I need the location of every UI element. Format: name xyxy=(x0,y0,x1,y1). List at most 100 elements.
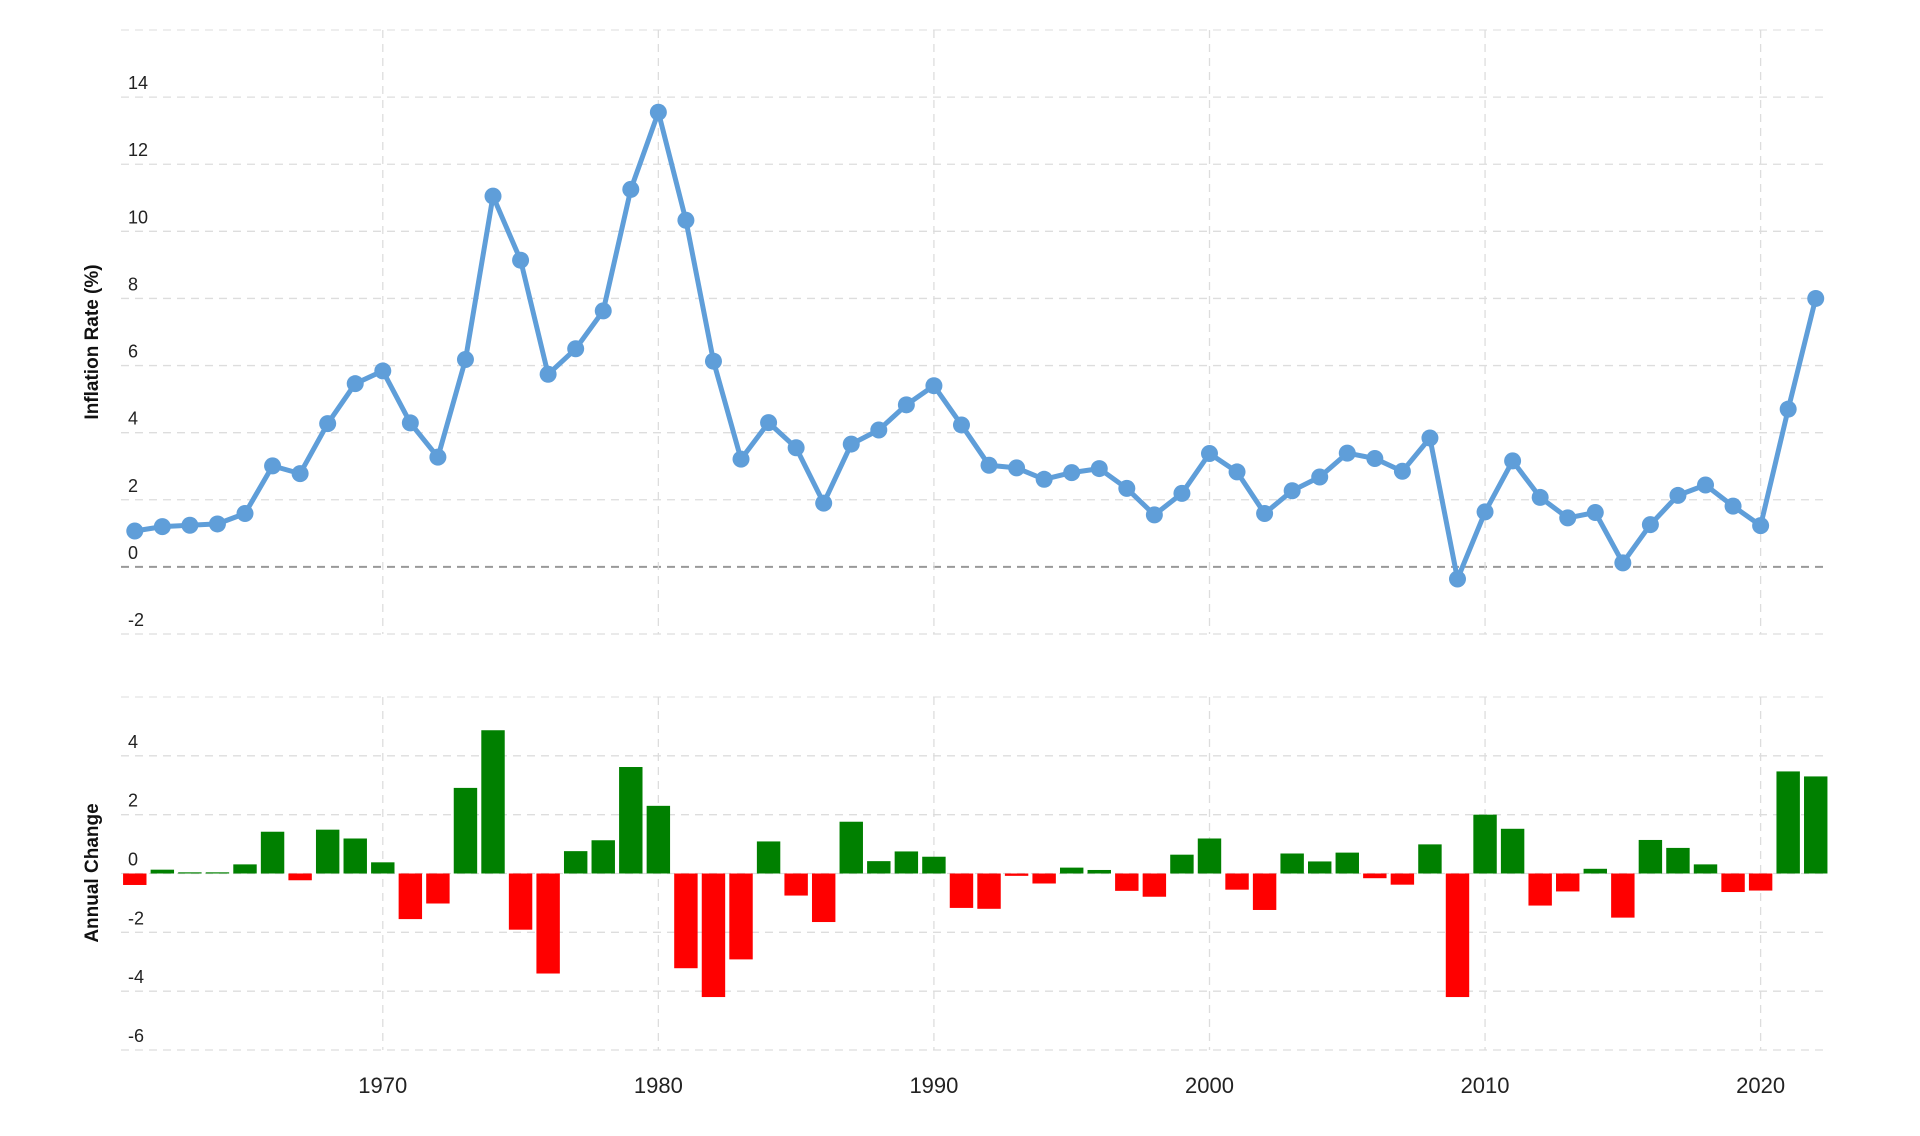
point xyxy=(704,352,722,370)
point xyxy=(870,421,888,439)
point xyxy=(1779,400,1797,418)
point xyxy=(1338,444,1356,462)
point xyxy=(925,377,943,395)
bar xyxy=(1115,873,1139,891)
point xyxy=(429,448,447,466)
point xyxy=(1504,452,1522,470)
point xyxy=(346,375,364,393)
y-tick-label: 4 xyxy=(128,409,138,429)
y-tick-label: 12 xyxy=(128,140,148,160)
bar xyxy=(1500,828,1525,874)
point xyxy=(153,518,171,536)
point xyxy=(181,516,199,534)
bar xyxy=(563,851,588,874)
bar xyxy=(150,869,175,874)
change-panel: Annual Change -6 -4 -2 0 2 4 1970 1980 1990 2000 2… xyxy=(82,696,1828,1098)
point xyxy=(1807,289,1825,307)
x-tick-label: 2000 xyxy=(1185,1073,1234,1098)
y-tick-label: 2 xyxy=(128,791,138,811)
y-tick-label: 0 xyxy=(128,543,138,563)
point xyxy=(1669,486,1687,504)
bar xyxy=(1418,844,1442,874)
point xyxy=(319,415,337,433)
bar xyxy=(1611,873,1635,918)
point xyxy=(1256,505,1274,523)
x-tick-label: 2010 xyxy=(1461,1073,1510,1098)
bar xyxy=(398,873,423,920)
point xyxy=(677,211,695,229)
y-tick-label: 6 xyxy=(128,342,138,362)
bar xyxy=(1142,873,1167,897)
bar xyxy=(646,805,671,874)
bar xyxy=(426,873,450,904)
bar xyxy=(867,861,891,874)
bar xyxy=(343,838,367,874)
x-tick-label: 1970 xyxy=(358,1073,407,1098)
bar xyxy=(1170,854,1194,874)
bar xyxy=(1556,873,1580,892)
bar xyxy=(894,851,919,874)
bar xyxy=(260,831,285,874)
bar xyxy=(591,840,615,874)
point xyxy=(1559,509,1577,527)
inflation-panel: Inflation Rate (%) -2 0 2 4 6 8 10 12 14 xyxy=(82,29,1825,635)
bar xyxy=(1032,873,1056,884)
bar xyxy=(784,873,808,896)
point xyxy=(1228,463,1246,481)
point xyxy=(1311,468,1329,486)
bar xyxy=(1804,776,1828,874)
point xyxy=(1697,476,1715,494)
point xyxy=(374,362,392,380)
y-tick-label: 4 xyxy=(128,732,138,752)
bar xyxy=(1693,864,1718,874)
point xyxy=(649,103,667,121)
point xyxy=(1063,464,1081,482)
point xyxy=(1421,429,1439,447)
point xyxy=(1283,482,1301,500)
bar xyxy=(1004,873,1029,876)
bar xyxy=(674,873,698,969)
point xyxy=(567,340,585,358)
point xyxy=(1118,479,1136,497)
y-axis-title: Inflation Rate (%) xyxy=(82,264,103,419)
point xyxy=(815,494,833,512)
point xyxy=(539,365,557,383)
bar xyxy=(536,873,560,974)
y-tick-label: -2 xyxy=(128,908,144,928)
y-tick-label: 0 xyxy=(128,850,138,870)
bar xyxy=(1308,861,1332,874)
point xyxy=(291,465,309,483)
point xyxy=(1586,504,1604,522)
point xyxy=(952,416,970,434)
y-tick-label: 10 xyxy=(128,207,148,227)
point xyxy=(1145,506,1163,524)
bar xyxy=(178,872,202,874)
bar xyxy=(949,873,974,908)
point xyxy=(622,180,640,198)
bar xyxy=(619,767,643,874)
point xyxy=(980,456,998,474)
x-tick-label: 1980 xyxy=(634,1073,683,1098)
grid xyxy=(121,29,1824,635)
bar xyxy=(1473,814,1497,874)
y-tick-label: -6 xyxy=(128,1026,144,1046)
bar xyxy=(288,873,312,881)
bar xyxy=(729,873,753,960)
bar xyxy=(839,821,863,874)
bar xyxy=(481,730,505,874)
bar xyxy=(1197,838,1222,874)
bar xyxy=(1363,873,1387,879)
point xyxy=(1090,460,1108,478)
bar xyxy=(1583,868,1607,874)
y-axis-title: Annual Change xyxy=(82,803,103,942)
point xyxy=(1393,462,1411,480)
point xyxy=(512,251,530,269)
bar xyxy=(1748,873,1773,891)
bar xyxy=(315,829,340,874)
point xyxy=(842,435,860,453)
point xyxy=(760,414,778,432)
bar xyxy=(1445,873,1470,998)
bar xyxy=(1721,873,1745,893)
bar xyxy=(1059,867,1084,874)
